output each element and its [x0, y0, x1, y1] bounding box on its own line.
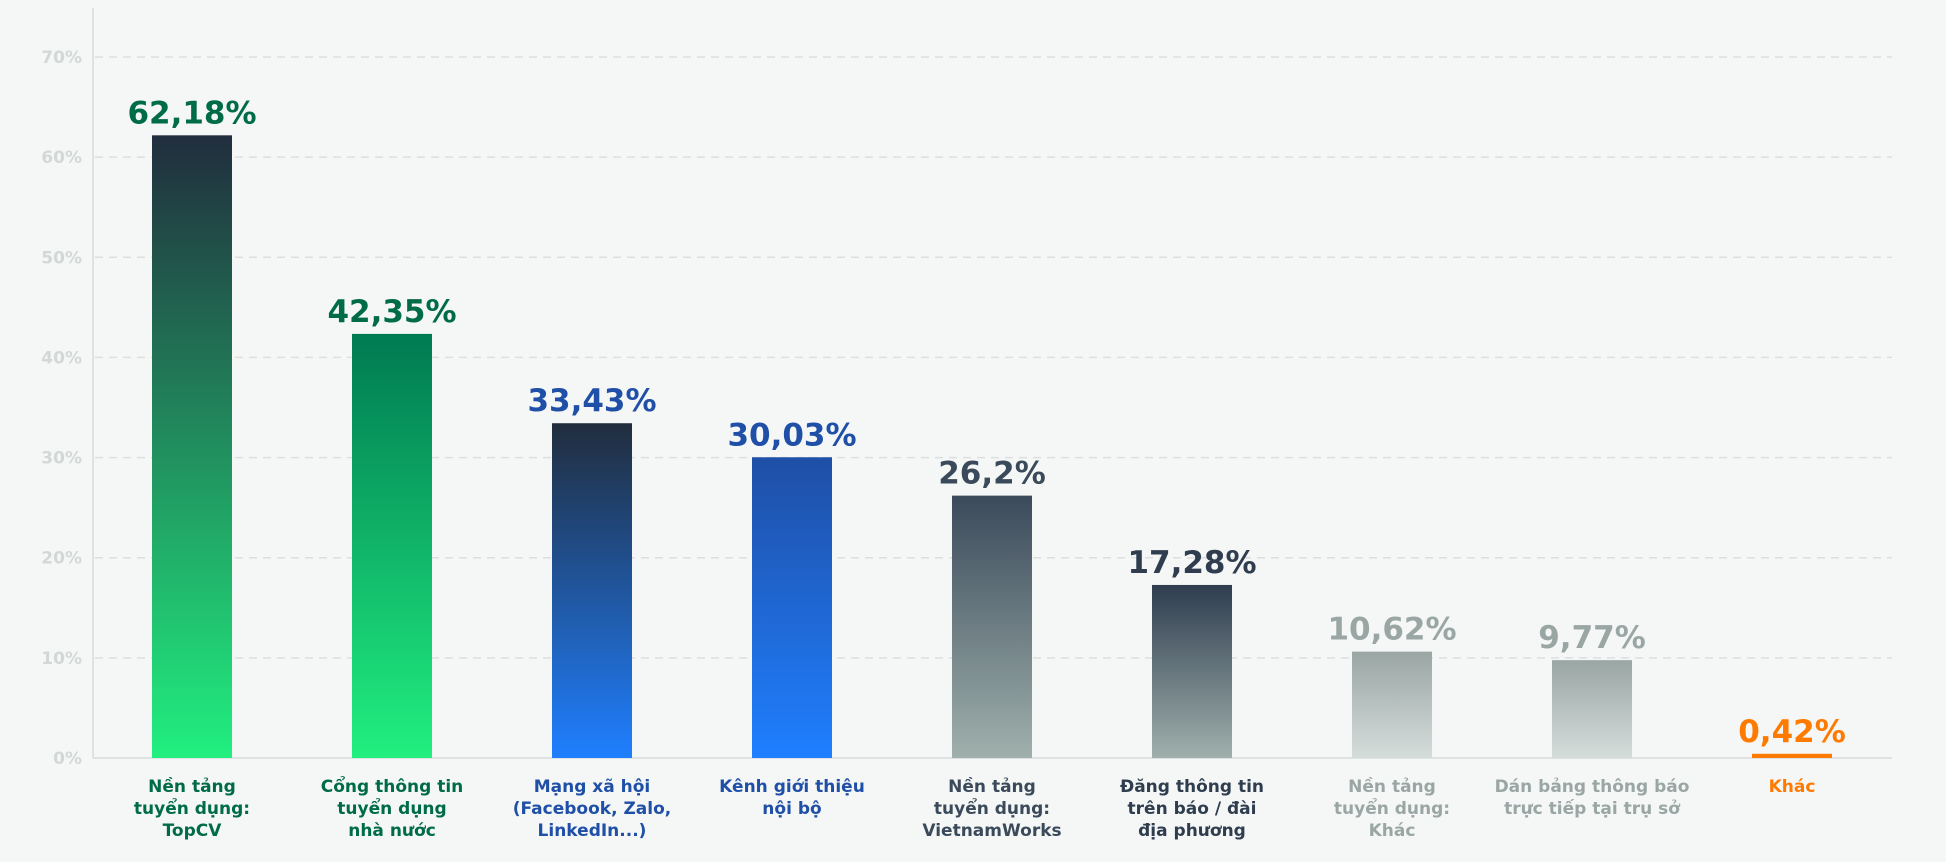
- bar[interactable]: [1552, 660, 1632, 758]
- x-tick-label: Nền tảng tuyển dụng: TopCV: [134, 776, 250, 841]
- bar[interactable]: [152, 135, 232, 759]
- x-tick-label: Mạng xã hội (Facebook, Zalo, LinkedIn...): [513, 777, 671, 841]
- bar[interactable]: [752, 457, 832, 758]
- data-label: 33,43%: [527, 383, 656, 419]
- y-tick-label: 50%: [41, 248, 82, 268]
- x-tick-label: Cổng thông tin tuyển dụng nhà nước: [321, 775, 464, 841]
- data-label: 9,77%: [1538, 620, 1646, 656]
- data-label: 42,35%: [327, 294, 456, 330]
- bar[interactable]: [1152, 584, 1232, 758]
- y-tick-label: 0%: [53, 749, 82, 769]
- y-tick-label: 60%: [41, 148, 82, 168]
- y-tick-label: 70%: [41, 48, 82, 68]
- bar[interactable]: [552, 423, 632, 758]
- y-tick-label: 20%: [41, 549, 82, 569]
- data-label: 62,18%: [127, 95, 256, 131]
- x-tick-label: Đăng thông tin trên báo / đài địa phương: [1120, 777, 1264, 841]
- data-label: 10,62%: [1327, 612, 1456, 648]
- bar[interactable]: [1352, 651, 1432, 758]
- y-tick-label: 10%: [41, 649, 82, 669]
- x-tick-label: Nền tảng tuyển dụng: Khác: [1334, 776, 1450, 841]
- y-tick-label: 30%: [41, 449, 82, 469]
- x-tick-label: Kênh giới thiệu nội bộ: [719, 777, 865, 819]
- data-label: 17,28%: [1127, 545, 1256, 581]
- x-tick-label: Khác: [1769, 777, 1816, 797]
- bar[interactable]: [352, 333, 432, 758]
- data-label: 0,42%: [1738, 714, 1846, 750]
- x-tick-label: Dán bảng thông báo trực tiếp tại trụ sở: [1495, 777, 1690, 819]
- data-label: 26,2%: [938, 456, 1046, 492]
- data-label: 30,03%: [727, 417, 856, 453]
- x-tick-label: Nền tảng tuyển dụng: VietnamWorks: [922, 776, 1061, 841]
- bar[interactable]: [952, 495, 1032, 758]
- bar[interactable]: [1752, 753, 1832, 758]
- y-tick-label: 40%: [41, 348, 82, 368]
